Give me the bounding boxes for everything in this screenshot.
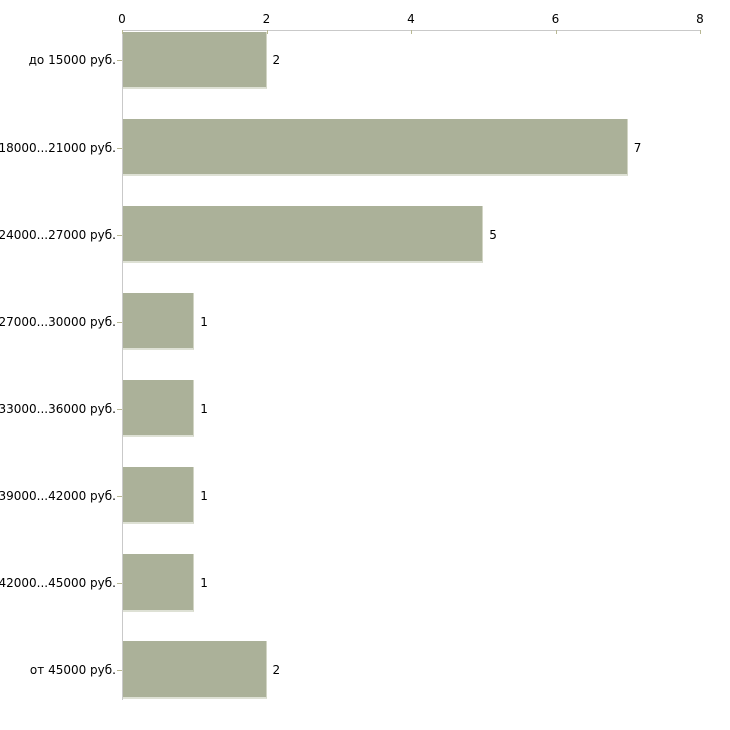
y-axis-line: [122, 30, 123, 700]
value-label: 2: [272, 662, 281, 677]
y-tick-mark: [117, 582, 122, 584]
y-tick-mark: [117, 60, 122, 62]
category-label: 42000...45000 руб.: [0, 575, 116, 590]
bar: [123, 31, 267, 90]
x-tick-label: 4: [407, 12, 415, 26]
bar: [123, 379, 195, 438]
y-tick-mark: [117, 495, 122, 497]
x-tick-mark: [266, 30, 268, 34]
x-tick-mark: [700, 30, 701, 34]
category-label: 39000...42000 руб.: [0, 488, 116, 503]
y-tick-mark: [117, 234, 122, 236]
bar: [123, 205, 484, 264]
bar: [123, 292, 195, 351]
category-label: 33000...36000 руб.: [0, 401, 116, 416]
bar: [123, 554, 195, 612]
y-tick-mark: [117, 147, 122, 149]
value-label: 2: [272, 53, 281, 68]
value-label: 1: [200, 488, 208, 503]
category-label: 18000...21000 руб.: [0, 140, 116, 155]
y-tick-mark: [117, 669, 122, 671]
category-label: от 45000 руб.: [29, 662, 116, 677]
y-tick-mark: [117, 408, 122, 410]
value-label: 1: [200, 314, 208, 329]
bar: [123, 641, 267, 699]
x-tick-label: 2: [262, 12, 271, 26]
category-label: 27000...30000 руб.: [0, 314, 116, 329]
x-tick-mark: [411, 30, 412, 34]
value-label: 1: [200, 401, 208, 416]
value-label: 1: [200, 575, 208, 590]
bar: [123, 118, 628, 177]
category-label: до 15000 руб.: [28, 53, 116, 68]
x-tick-label: 8: [696, 12, 704, 26]
bar: [123, 466, 195, 525]
x-tick-label: 0: [118, 12, 126, 26]
x-tick-label: 6: [551, 12, 560, 26]
x-tick-mark: [555, 30, 557, 34]
value-label: 7: [633, 140, 642, 155]
x-tick-mark: [122, 30, 123, 34]
y-tick-mark: [117, 321, 122, 323]
category-label: 24000...27000 руб.: [0, 227, 116, 242]
value-label: 5: [489, 227, 497, 242]
